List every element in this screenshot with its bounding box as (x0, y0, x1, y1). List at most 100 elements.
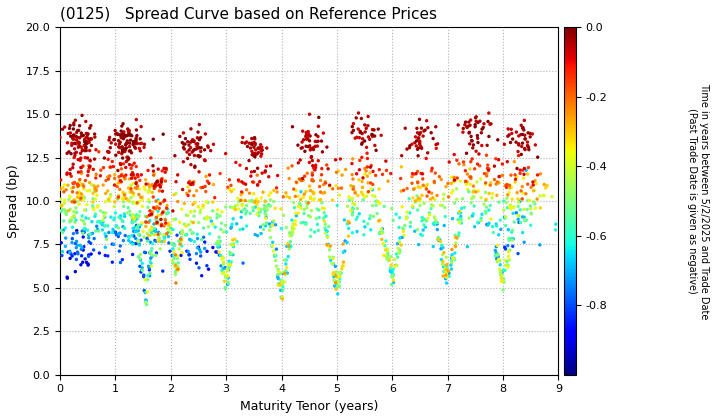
Point (62, 249, 73, 255)
Point (153, 166, 164, 173)
Point (374, 217, 385, 224)
Point (150, 249, 162, 256)
Point (480, 196, 492, 203)
Point (313, 197, 325, 203)
Point (356, 189, 367, 196)
Point (513, 133, 524, 139)
Point (505, 126, 517, 133)
Point (370, 198, 382, 205)
Point (134, 145, 145, 152)
Point (200, 188, 212, 195)
Point (224, 249, 235, 256)
Point (438, 263, 449, 270)
Point (114, 230, 126, 236)
Point (251, 201, 263, 208)
Point (64, 248, 76, 255)
Point (168, 191, 180, 198)
Point (117, 155, 128, 161)
Point (289, 218, 301, 224)
Point (463, 215, 474, 221)
Point (464, 173, 476, 180)
Point (77, 163, 89, 169)
Point (84, 136, 96, 143)
Point (278, 194, 289, 200)
Point (490, 181, 502, 187)
Point (500, 262, 512, 268)
Point (246, 141, 258, 148)
Point (386, 281, 397, 288)
Point (73, 192, 85, 199)
Point (85, 231, 96, 237)
Point (81, 147, 92, 154)
Point (73, 156, 84, 163)
Point (117, 223, 129, 230)
Point (514, 170, 526, 177)
Point (68, 126, 79, 132)
Point (401, 185, 413, 192)
Point (117, 198, 129, 205)
Point (220, 284, 231, 291)
Point (404, 210, 415, 216)
Point (375, 132, 387, 139)
Point (511, 165, 523, 172)
Point (341, 239, 353, 246)
Point (222, 268, 233, 274)
Point (312, 158, 324, 164)
Point (349, 201, 361, 208)
Point (179, 141, 191, 147)
Point (70, 205, 81, 211)
Point (328, 269, 339, 276)
Point (129, 224, 140, 231)
Point (334, 273, 346, 280)
Point (179, 200, 190, 207)
Point (506, 235, 518, 242)
Point (122, 156, 134, 163)
Point (225, 223, 237, 230)
Point (517, 125, 528, 131)
Point (506, 130, 518, 137)
Point (482, 118, 494, 125)
Point (338, 262, 349, 269)
Point (279, 278, 290, 285)
Point (353, 110, 364, 116)
Point (215, 226, 227, 233)
Point (413, 144, 424, 151)
Point (123, 237, 135, 244)
Point (181, 231, 192, 238)
Point (68, 184, 79, 191)
Point (193, 144, 204, 150)
Point (92, 202, 104, 209)
Point (330, 279, 341, 286)
Point (277, 270, 289, 277)
Point (57, 248, 68, 255)
Point (264, 192, 275, 199)
Point (502, 192, 513, 198)
Point (118, 129, 130, 135)
Point (105, 139, 117, 146)
Point (261, 145, 273, 152)
Point (281, 243, 292, 250)
Point (237, 226, 248, 232)
Point (247, 204, 258, 211)
Point (117, 121, 129, 127)
Point (130, 235, 141, 242)
Point (192, 152, 204, 159)
Point (346, 207, 358, 213)
Point (143, 263, 154, 270)
Point (236, 189, 248, 195)
Point (480, 208, 491, 215)
Point (131, 215, 143, 221)
Point (146, 212, 158, 218)
Point (140, 299, 151, 306)
Point (161, 210, 173, 217)
Point (260, 215, 271, 222)
Point (56, 202, 68, 209)
Point (86, 251, 97, 257)
Point (95, 167, 107, 173)
Point (229, 236, 240, 242)
Point (470, 118, 482, 125)
Point (93, 228, 104, 234)
Point (198, 234, 210, 241)
Point (215, 252, 227, 259)
Point (430, 123, 441, 130)
